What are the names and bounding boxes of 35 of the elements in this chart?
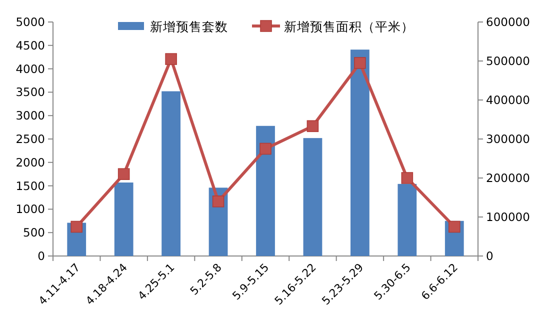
point	[165, 53, 177, 65]
point	[118, 168, 130, 180]
bar	[114, 182, 134, 256]
point	[306, 120, 319, 132]
y-tick-label: 3500	[16, 85, 45, 100]
point	[212, 196, 224, 208]
y2-tick-label: 400000	[486, 93, 530, 107]
y-tick-label: 1000	[16, 202, 45, 216]
bar	[162, 91, 180, 256]
y2-tick-label: 500000	[486, 54, 530, 68]
y2-tick-label: 100000	[486, 210, 530, 224]
bar	[256, 126, 275, 256]
y-tick-label: 500	[23, 226, 45, 240]
y-tick-label: 1500	[16, 178, 45, 193]
y-tick-label: 4500	[16, 38, 45, 52]
y-tick-label: 5000	[16, 15, 45, 29]
y-tick-label: 4000	[16, 62, 45, 76]
legend-label: 新增预售套数	[150, 19, 228, 34]
y2-tick-label: 600000	[486, 15, 530, 29]
point	[260, 142, 272, 155]
y2-tick-label: 200000	[486, 171, 530, 185]
point	[354, 57, 366, 69]
legend-label: 新增预售面积（平米）	[284, 19, 414, 34]
y2-tick-label: 300000	[486, 132, 530, 146]
bar	[303, 138, 322, 256]
point	[70, 220, 83, 233]
y-tick-label: 2500	[16, 132, 45, 146]
y-tick-label: 3000	[16, 108, 45, 123]
bar	[350, 50, 370, 256]
y-tick-label: 2000	[16, 155, 45, 170]
y-tick-label: 0	[38, 249, 45, 263]
bar	[398, 184, 417, 256]
y2-tick-label: 0	[486, 249, 494, 263]
point	[401, 172, 414, 184]
point	[448, 220, 460, 233]
